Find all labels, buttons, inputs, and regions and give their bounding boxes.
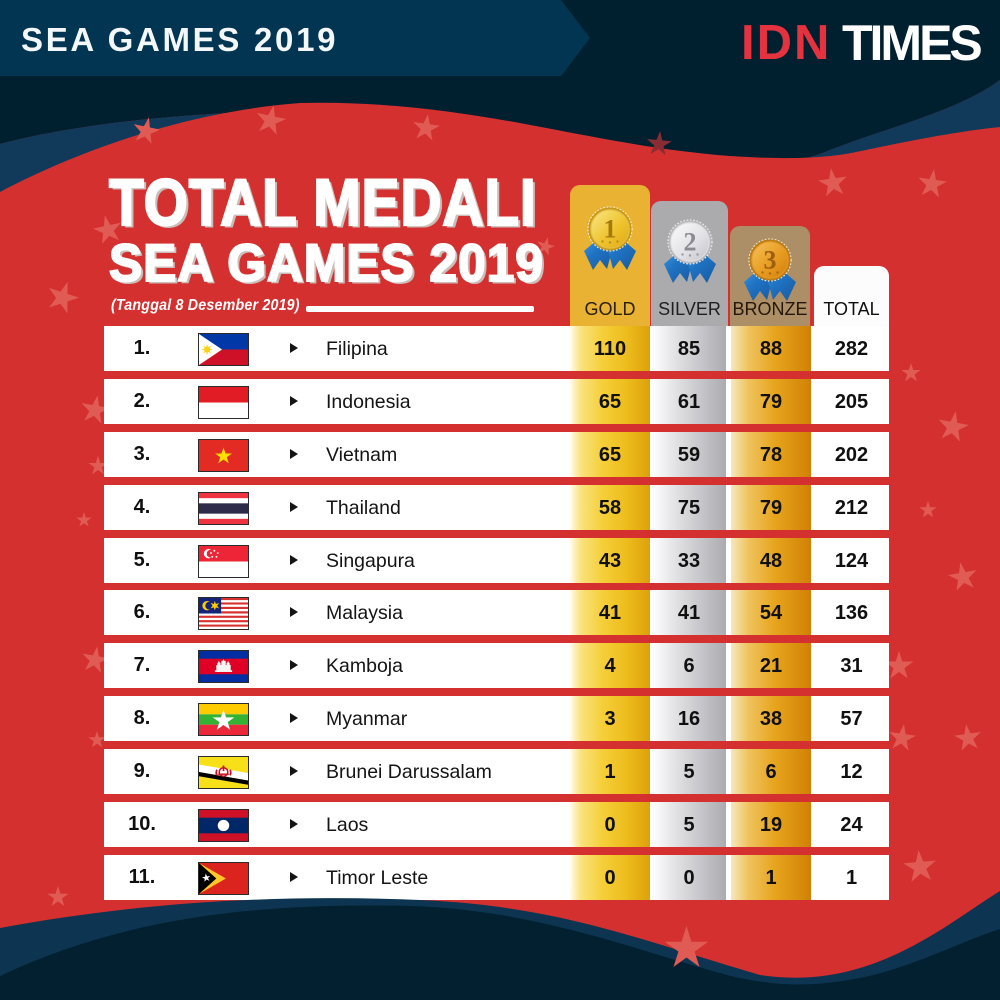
svg-text:3: 3: [764, 246, 777, 275]
svg-text:2: 2: [683, 228, 696, 257]
svg-text:1: 1: [604, 215, 617, 244]
